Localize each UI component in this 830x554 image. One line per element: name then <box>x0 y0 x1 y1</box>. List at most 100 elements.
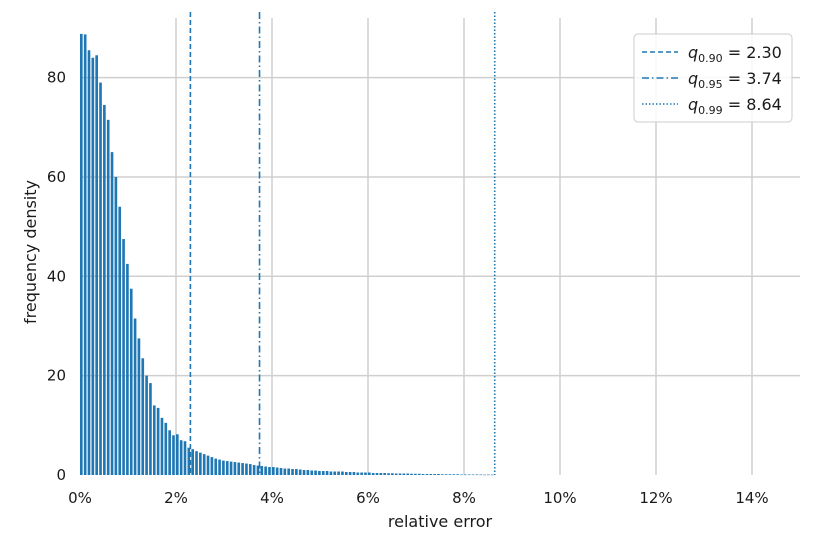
histogram-bar <box>298 469 302 475</box>
histogram-bar <box>291 469 294 475</box>
histogram-bar <box>145 375 148 475</box>
histogram-bar <box>475 474 479 476</box>
histogram-bar <box>176 434 179 475</box>
histogram-bar <box>110 152 114 475</box>
histogram-bar <box>106 119 110 476</box>
x-tick-label: 12% <box>639 489 672 507</box>
y-tick-label: 20 <box>47 367 66 385</box>
x-tick-label: 14% <box>735 489 768 507</box>
histogram-bar <box>429 474 433 475</box>
legend: q0.90 = 2.30 q0.95 = 3.74 q0.99 = 8.64 <box>633 33 793 123</box>
histogram-bar <box>256 465 260 475</box>
histogram-bar <box>464 474 467 476</box>
x-tick-label: 2% <box>164 489 188 507</box>
histogram-bar <box>252 465 256 475</box>
histogram-bar <box>87 50 91 475</box>
histogram-bar <box>398 473 402 475</box>
histogram-bar <box>99 82 102 476</box>
histogram-bar <box>160 417 164 475</box>
histogram-bar <box>410 473 413 475</box>
y-axis-label: frequency density <box>21 180 40 324</box>
histogram-bar <box>383 473 386 475</box>
histogram-bar <box>283 468 287 475</box>
histogram-bar <box>80 33 83 475</box>
histogram-bar <box>279 468 283 475</box>
histogram-bar <box>368 472 371 475</box>
histogram-bar <box>91 57 95 475</box>
histogram-bar <box>364 472 367 475</box>
x-tick-label: 4% <box>260 489 284 507</box>
legend-box <box>633 33 793 123</box>
histogram-bar <box>387 473 390 475</box>
y-tick-label: 40 <box>47 267 66 285</box>
x-axis-ticks: 0% 2% 4% 6% 8% 10% 12% 14% <box>68 489 769 507</box>
histogram-bar <box>141 358 145 475</box>
histogram-bar <box>414 473 417 475</box>
histogram-bar <box>233 462 237 475</box>
y-tick-label: 60 <box>47 168 66 186</box>
histogram-bar <box>164 422 168 475</box>
histogram-bar <box>133 318 137 475</box>
histogram-bar <box>149 383 152 475</box>
histogram-bar <box>241 463 244 475</box>
histogram-bar <box>172 435 175 475</box>
histogram-bar <box>195 451 198 475</box>
histogram-bar <box>302 470 306 475</box>
histogram-bar <box>264 466 267 475</box>
legend-label-0.90: q0.90 = 2.30 <box>688 43 782 65</box>
histogram-bar <box>371 473 375 475</box>
histogram-bar <box>202 454 206 475</box>
histogram-bar <box>421 474 425 475</box>
histogram-bar <box>122 239 125 475</box>
histogram-bar <box>199 452 202 475</box>
histogram-bar <box>95 55 98 476</box>
histogram-bar <box>379 473 383 475</box>
histogram-bar <box>310 470 314 475</box>
histogram-bar <box>295 469 298 475</box>
histogram-bar <box>103 104 106 475</box>
histogram-bar <box>183 441 187 475</box>
histogram-bar <box>118 206 122 475</box>
histogram-bar <box>402 473 406 475</box>
histogram-bar <box>406 473 410 475</box>
histogram-bar <box>214 458 218 475</box>
histogram-bars <box>80 33 494 476</box>
x-tick-label: 8% <box>452 489 476 507</box>
histogram-bar <box>206 455 210 475</box>
histogram-bar <box>425 474 429 475</box>
histogram-bar <box>114 176 118 475</box>
histogram-bar <box>437 474 440 475</box>
histogram-bar <box>248 464 252 475</box>
histogram-bar <box>333 471 337 475</box>
histogram-bar <box>341 471 344 475</box>
histogram-bar <box>348 472 352 475</box>
histogram-bar <box>126 263 129 475</box>
histogram-bar <box>325 471 329 475</box>
histogram-bar <box>321 471 325 475</box>
histogram-bar <box>222 460 225 475</box>
x-tick-label: 6% <box>356 489 380 507</box>
histogram-bar <box>191 449 194 475</box>
x-axis-label: relative error <box>388 512 493 531</box>
histogram-bar <box>490 474 494 476</box>
histogram-bar <box>479 474 482 476</box>
legend-label-0.95: q0.95 = 3.74 <box>688 69 782 91</box>
histogram-bar <box>329 471 333 475</box>
histogram-bar <box>394 473 398 475</box>
histogram-bar <box>168 430 171 475</box>
histogram-bar <box>467 474 471 476</box>
legend-label-0.99: q0.99 = 8.64 <box>688 95 782 117</box>
histogram-bar <box>440 474 444 475</box>
quantile-lines <box>189 12 496 475</box>
histogram-bar <box>356 472 360 475</box>
histogram-bar <box>433 474 436 475</box>
histogram-bar <box>272 467 275 475</box>
histogram-bar <box>306 470 310 475</box>
histogram-bar <box>375 473 379 475</box>
y-tick-label: 0 <box>56 466 66 484</box>
histogram-bar <box>352 472 356 475</box>
histogram-bar <box>417 473 421 475</box>
histogram-bar <box>456 474 459 475</box>
histogram-bar <box>245 463 248 475</box>
histogram-bar <box>460 474 463 476</box>
